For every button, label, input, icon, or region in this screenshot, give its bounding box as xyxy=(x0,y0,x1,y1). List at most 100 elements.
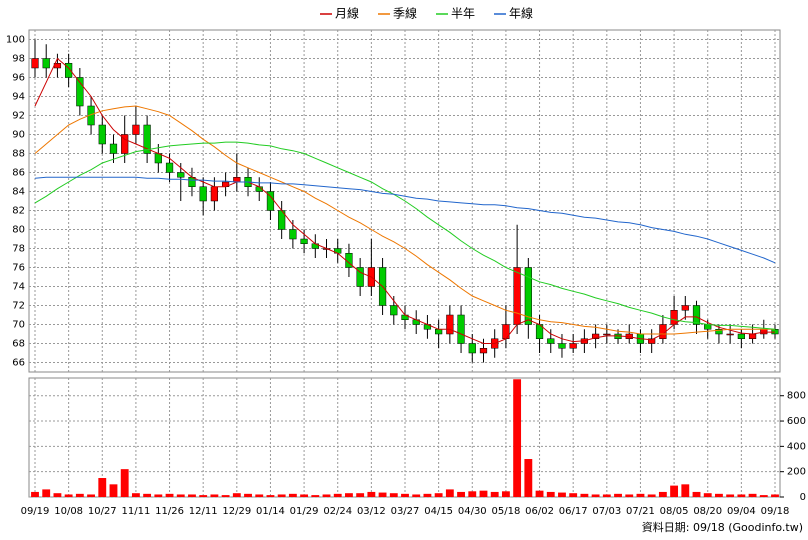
x-tick-label: 12/29 xyxy=(222,506,251,517)
volume-bar xyxy=(53,493,62,497)
volume-bar xyxy=(636,493,645,497)
volume-bar xyxy=(345,493,353,497)
volume-bar xyxy=(154,494,163,497)
candle-body xyxy=(603,333,611,336)
volume-bar xyxy=(445,489,454,497)
volume-bar xyxy=(75,493,84,497)
volume-bar xyxy=(737,494,746,497)
x-tick-label: 11/11 xyxy=(121,506,150,517)
candle-body xyxy=(177,172,185,178)
candle-body xyxy=(726,333,734,336)
volume-bar xyxy=(703,493,712,497)
volume-bar xyxy=(434,493,443,497)
x-tick-label: 06/02 xyxy=(525,506,554,517)
ma-line xyxy=(34,105,775,335)
y2-tick-label: 800 xyxy=(787,391,806,402)
volume-bar xyxy=(771,494,779,497)
candle-body xyxy=(715,329,723,335)
x-tick-label: 01/14 xyxy=(256,506,285,517)
x-tick-label: 07/21 xyxy=(626,506,655,517)
candle-body xyxy=(233,177,241,183)
volume-bar xyxy=(625,494,634,497)
x-tick-label: 09/04 xyxy=(727,506,756,517)
volume-bar xyxy=(143,493,152,497)
volume-bar xyxy=(356,493,365,497)
y-tick-label: 76 xyxy=(12,263,25,274)
volume-bar xyxy=(42,489,51,497)
volume-bar xyxy=(64,494,73,497)
candle-body xyxy=(446,314,454,335)
y-tick-label: 90 xyxy=(12,130,25,141)
candle-body xyxy=(737,333,745,339)
candle-body xyxy=(524,267,532,325)
candle-body xyxy=(143,124,151,154)
candle-body xyxy=(748,333,757,339)
y-tick-label: 80 xyxy=(12,225,25,236)
volume-bar xyxy=(120,469,129,497)
y2-tick-label: 600 xyxy=(787,416,806,427)
volume-bar xyxy=(457,491,465,497)
y-tick-label: 94 xyxy=(12,92,25,103)
volume-bar xyxy=(759,495,768,497)
y-tick-label: 82 xyxy=(12,206,25,217)
volume-bar xyxy=(658,491,667,497)
volume-bar xyxy=(87,494,95,497)
volume-bar xyxy=(546,491,555,497)
volume-bar xyxy=(300,494,309,497)
y-tick-label: 100 xyxy=(6,35,25,46)
volume-bar xyxy=(535,490,544,497)
volume-panel xyxy=(28,377,781,498)
y2-tick-label: 400 xyxy=(787,441,806,452)
x-tick-label: 04/30 xyxy=(458,506,487,517)
x-tick-label: 03/12 xyxy=(357,506,386,517)
volume-bar xyxy=(423,493,432,497)
candle-body xyxy=(479,348,488,354)
volume-bar xyxy=(311,495,320,497)
y-tick-label: 78 xyxy=(12,244,25,255)
volume-bar xyxy=(389,493,398,497)
candle-body xyxy=(31,58,39,69)
candle-body xyxy=(76,77,84,107)
y-tick-label: 72 xyxy=(12,301,25,312)
volume-bar xyxy=(98,478,107,497)
volume-bar xyxy=(188,494,196,497)
volume-bar xyxy=(602,494,611,497)
volume-bar xyxy=(244,493,252,497)
volume-bar xyxy=(412,494,421,497)
volume-bar xyxy=(367,491,376,497)
x-tick-label: 10/27 xyxy=(88,506,117,517)
volume-bar xyxy=(221,495,230,497)
volume-bar xyxy=(614,493,622,497)
volume-bar xyxy=(131,493,140,497)
candle-body xyxy=(289,229,297,240)
candle-body xyxy=(165,162,174,173)
volume-bar xyxy=(165,493,174,497)
volume-bar xyxy=(468,491,477,497)
source-note: 資料日期: 09/18 (Goodinfo.tw) xyxy=(642,520,803,534)
volume-bar xyxy=(681,484,690,497)
x-tick-label: 03/27 xyxy=(391,506,420,517)
candle-body xyxy=(42,58,50,69)
legend-label: 半年 xyxy=(451,7,475,21)
candle-body xyxy=(121,134,129,154)
candle-body xyxy=(132,124,140,135)
candle-body xyxy=(109,143,118,154)
volume-bar xyxy=(501,491,510,497)
candle-body xyxy=(468,343,476,354)
x-tick-label: 10/08 xyxy=(54,506,83,517)
volume-bar xyxy=(748,493,757,497)
y-tick-label: 98 xyxy=(12,54,25,65)
y-tick-label: 88 xyxy=(12,149,25,160)
volume-bar xyxy=(524,459,533,497)
volume-bar xyxy=(199,495,208,497)
volume-bar xyxy=(580,493,589,497)
candle-body xyxy=(704,324,712,330)
y-tick-label: 68 xyxy=(12,339,25,350)
candle-body xyxy=(692,305,701,325)
candle-body xyxy=(390,305,398,316)
volume-bar xyxy=(378,492,387,497)
x-tick-label: 08/20 xyxy=(693,506,722,517)
volume-bar xyxy=(232,493,241,497)
x-tick-label: 09/18 xyxy=(761,506,790,517)
